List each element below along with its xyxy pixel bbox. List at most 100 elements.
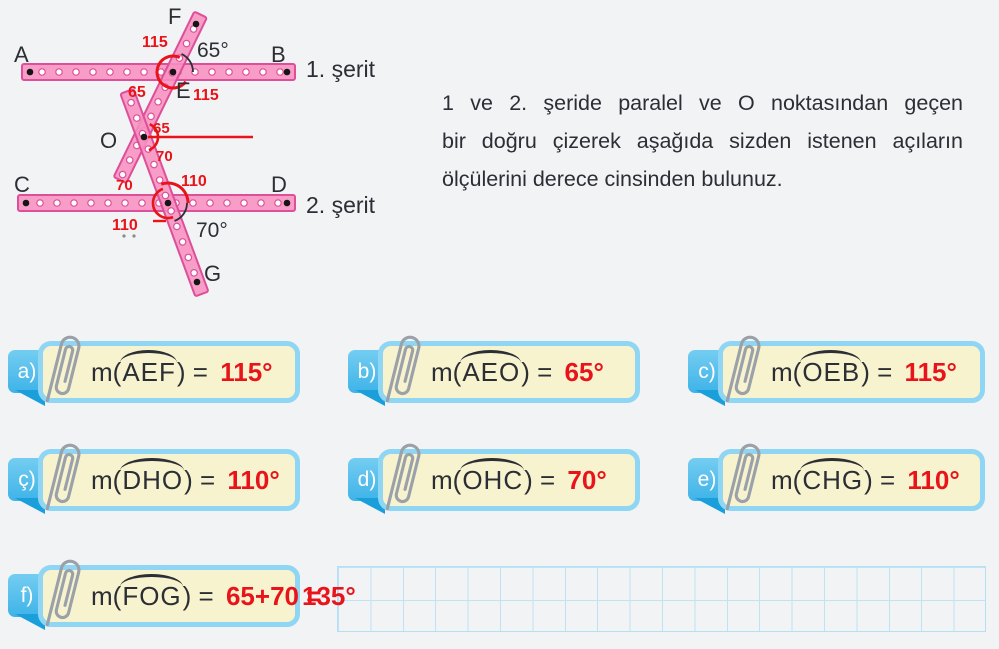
answer-value-f: 65+70 = <box>225 580 322 611</box>
strip-2-caption: 2. şerit <box>306 192 376 218</box>
angle-115-right: 115 <box>193 87 219 104</box>
strip-1 <box>21 63 296 81</box>
answer-box-c: m(OEB) = 115° <box>718 335 985 403</box>
answer-expression-e: m(CHG) = 110° <box>771 457 960 496</box>
answer-card-b: b) m(AEO) = 65° <box>348 335 640 406</box>
strip-g <box>119 88 209 297</box>
m-suffix: ) = <box>524 464 563 495</box>
angle-65deg-black: 65° <box>197 39 229 62</box>
black-angle-arcs <box>174 53 194 222</box>
point-label-G: G <box>204 261 221 286</box>
m-prefix: m( <box>431 464 462 495</box>
m-suffix: ) = <box>184 464 223 495</box>
m-prefix: m( <box>431 356 462 387</box>
strip-2 <box>17 194 296 212</box>
paperclip-icon <box>725 443 761 511</box>
answer-label-c2: ç) <box>18 467 36 491</box>
m-suffix: ) = <box>182 580 221 611</box>
m-suffix: ) = <box>176 356 216 387</box>
answer-card-c2: ç) m(DHO) = 110° <box>8 443 300 514</box>
answer-box-e: m(CHG) = 110° <box>718 443 985 511</box>
angle-letters-f: FOG <box>120 573 184 611</box>
instruction-line-1: 1 ve 2. şeride paralel ve O noktasından … <box>442 91 963 115</box>
paperclip-icon <box>385 443 421 511</box>
m-suffix: ) = <box>861 356 900 387</box>
answer-label-c: c) <box>698 359 716 383</box>
point-label-D: D <box>271 172 287 197</box>
answer-value-e: 110° <box>907 464 960 495</box>
instruction-text: 1 ve 2. şeride paralel ve O noktasından … <box>442 84 963 198</box>
answer-box-a: m(AEF) = 115° <box>38 335 300 403</box>
answer-expression-b: m(AEO) = 65° <box>431 349 604 388</box>
red-angle-arcs <box>148 54 190 223</box>
answer-label-d: d) <box>357 467 377 491</box>
paperclip-icon <box>45 443 81 511</box>
paperclip-icon <box>45 335 81 403</box>
answer-expression-c: m(OEB) = 115° <box>771 349 957 388</box>
point-label-O: O <box>100 128 117 153</box>
m-suffix: ) = <box>864 464 903 495</box>
point-label-A: A <box>14 42 29 67</box>
angle-letters-b: AEO <box>460 349 522 387</box>
point-label-E: E <box>176 78 191 103</box>
answer-label-e: e) <box>697 467 717 491</box>
angle-letters-c: OEB <box>800 349 862 387</box>
answer-label-a: a) <box>17 359 37 383</box>
answer-card-e: e) m(CHG) = 110° <box>688 443 985 514</box>
answer-expression-f: m(FOG) = 65+70 = <box>91 573 322 612</box>
angle-letters-e: CHG <box>800 457 864 495</box>
answer-box-c2: m(DHO) = 110° <box>38 443 300 511</box>
answer-value-b: 65° <box>564 356 604 387</box>
angle-70-at-H: 70 <box>116 177 133 194</box>
m-prefix: m( <box>91 464 122 495</box>
m-suffix: ) = <box>521 356 560 387</box>
answer-expression-c2: m(DHO) = 110° <box>91 457 280 496</box>
answer-grid <box>337 566 986 632</box>
point-label-F: F <box>168 4 181 29</box>
ellipsis-dots <box>122 234 136 238</box>
paperclip-icon <box>725 335 761 403</box>
angle-115-top: 115 <box>142 34 168 51</box>
answer-value-c: 115° <box>904 356 957 387</box>
angle-letters-a: AEF <box>120 349 177 387</box>
answer-card-c: c) m(OEB) = 115° <box>688 335 985 406</box>
angle-110-bl: 110 <box>112 217 138 234</box>
angle-110-tr: 110 <box>181 173 207 190</box>
m-prefix: m( <box>771 464 802 495</box>
strip-1-caption: 1. şerit <box>306 56 376 82</box>
instruction-line-2: bir doğru çizerek aşağıda sizden istenen… <box>442 129 963 153</box>
answer-box-d: m(OHC) = 70° <box>378 443 640 511</box>
m-prefix: m( <box>771 356 802 387</box>
paperclip-icon <box>45 559 81 627</box>
answer-expression-a: m(AEF) = 115° <box>91 349 273 388</box>
answer-label-b: b) <box>357 359 377 383</box>
answer-card-a: a) m(AEF) = 115° <box>8 335 300 406</box>
angle-letters-d: OHC <box>460 457 524 495</box>
strip-1-holes <box>38 68 284 76</box>
point-label-C: C <box>14 172 30 197</box>
answer-box-b: m(AEO) = 65° <box>378 335 640 403</box>
answer-expression-d: m(OHC) = 70° <box>431 457 607 496</box>
paperclip-icon <box>385 335 421 403</box>
answer-box-f: m(FOG) = 65+70 = <box>38 559 321 627</box>
angle-letters-c2: DHO <box>120 457 184 495</box>
angle-70-at-O: 70 <box>156 148 173 165</box>
angle-70deg-black: 70° <box>196 219 228 242</box>
answer-card-d: d) m(OHC) = 70° <box>348 443 640 514</box>
strip-dots <box>22 20 291 286</box>
answer-value-a: 115° <box>220 356 273 387</box>
angle-65-left: 65 <box>128 84 146 101</box>
answer-card-f: f) m(FOG) = 65+70 = <box>8 559 321 630</box>
point-label-B: B <box>271 42 286 67</box>
angle-65-at-O: 65 <box>153 120 170 137</box>
answer-result-f: 135° <box>302 581 356 611</box>
strips-angle-diagram: F A B E O C D G 115 65° 65 115 65 70 70 … <box>14 4 376 297</box>
answer-value-d: 70° <box>567 464 607 495</box>
answer-value-c2: 110° <box>227 464 280 495</box>
answer-label-f: f) <box>20 583 34 607</box>
m-prefix: m( <box>91 356 122 387</box>
m-prefix: m( <box>91 580 122 611</box>
strip-g-holes <box>127 98 198 277</box>
instruction-line-3: ölçülerini derece cinsinden bulunuz. <box>442 167 783 191</box>
